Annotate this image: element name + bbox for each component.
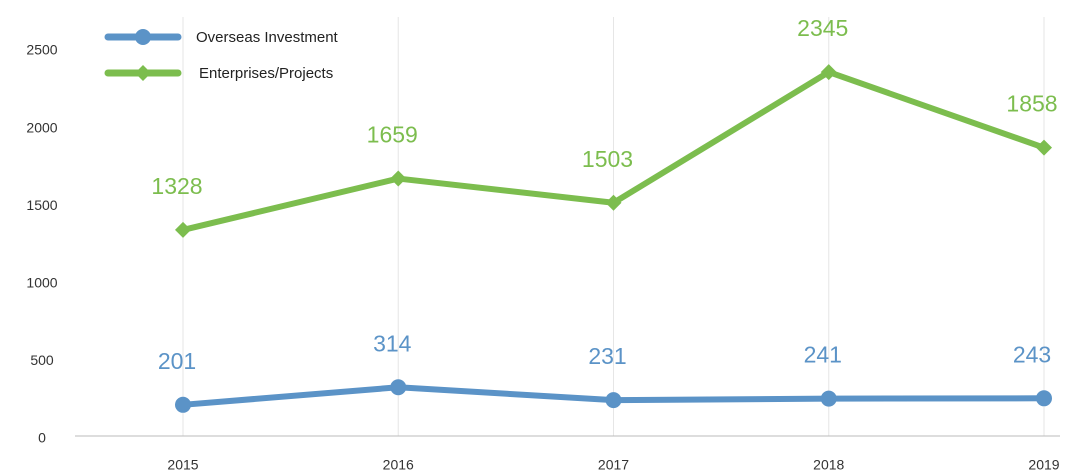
data-label: 1503 <box>582 146 633 172</box>
y-tick-label: 1500 <box>26 197 57 213</box>
y-tick-label: 2500 <box>26 42 57 58</box>
y-tick-label: 500 <box>30 352 54 368</box>
x-tick-label: 2017 <box>598 457 629 473</box>
point-marker <box>390 379 407 396</box>
data-label: 1858 <box>1006 91 1057 117</box>
point-marker <box>1036 390 1052 407</box>
data-label: 1328 <box>151 173 202 199</box>
point-marker <box>390 170 407 187</box>
point-marker <box>820 64 837 81</box>
point-marker <box>175 396 191 413</box>
y-tick-label: 1000 <box>26 275 57 291</box>
point-marker <box>1036 139 1052 156</box>
data-label: 201 <box>158 348 196 374</box>
x-tick-label: 2016 <box>383 457 414 473</box>
legend-marker <box>135 29 151 45</box>
data-label: 241 <box>804 342 842 368</box>
data-label: 231 <box>588 343 626 369</box>
point-marker <box>820 390 837 407</box>
x-tick-label: 2015 <box>167 457 198 473</box>
x-tick-label: 2018 <box>813 457 844 473</box>
y-tick-label: 2000 <box>26 119 57 135</box>
y-tick-label: 0 <box>38 430 46 446</box>
point-marker <box>605 392 622 409</box>
data-label: 1659 <box>367 122 418 148</box>
data-label: 243 <box>1013 341 1051 367</box>
point-marker <box>605 194 622 211</box>
legend-label: Enterprises/Projects <box>199 65 333 82</box>
point-marker <box>175 221 191 238</box>
data-label: 314 <box>373 330 412 356</box>
legend-marker <box>135 65 151 81</box>
x-tick-label: 2019 <box>1028 457 1059 473</box>
legend-label: Overseas Investment <box>196 29 339 46</box>
data-label: 2345 <box>797 15 848 41</box>
